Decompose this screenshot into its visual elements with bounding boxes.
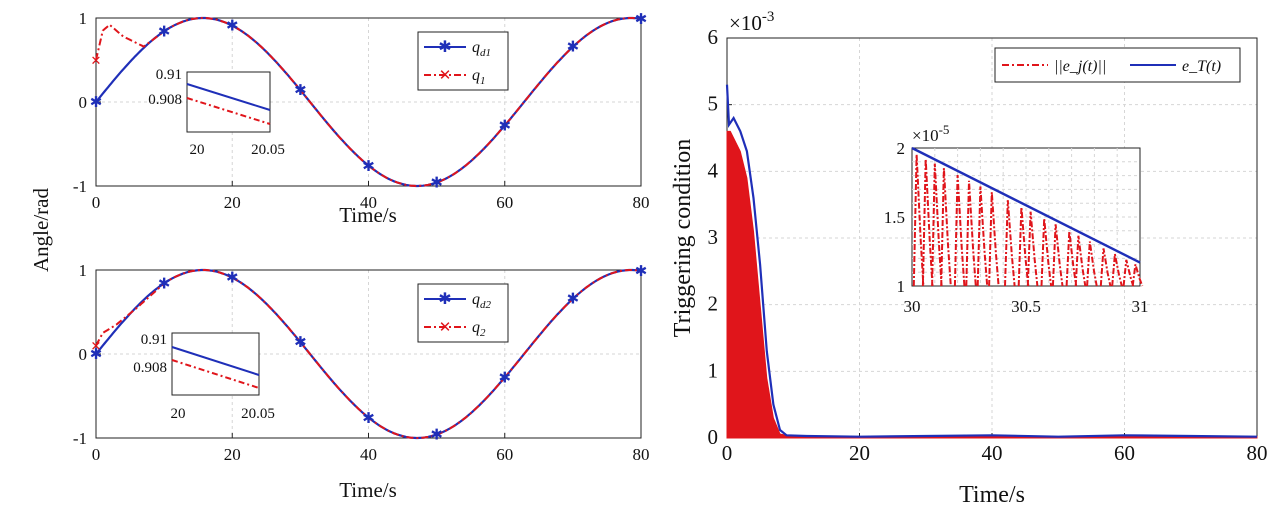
marker-desired: ✱ xyxy=(635,12,648,28)
panel-3-ylabel: Triggering condition xyxy=(670,139,696,337)
panel-2-inset: 0.91 0.908 20 20.05 xyxy=(133,332,275,422)
legend-label-q2: q2 xyxy=(472,319,486,339)
y-tick-label: 2 xyxy=(708,292,719,316)
left-ylabel: Angle/rad xyxy=(29,188,53,272)
x-tick-label: 0 xyxy=(92,445,101,464)
marker-desired: ✱ xyxy=(226,19,239,35)
x-tick-label: 40 xyxy=(360,193,377,212)
inset-3-y-scale: ×10-5 xyxy=(912,122,949,145)
x-tick-label: 40 xyxy=(982,441,1003,465)
marker-desired: ✱ xyxy=(294,83,307,99)
inset-3-ytick-1: 2 xyxy=(897,139,906,158)
inset-3-xtick-1: 30 xyxy=(904,297,921,316)
y-tick-label: 6 xyxy=(708,25,719,49)
inset-2-line-q xyxy=(171,359,260,389)
marker-desired: ✱ xyxy=(498,119,511,135)
y-tick-label: -1 xyxy=(73,177,87,196)
inset-2-xtick-1: 20 xyxy=(171,406,186,422)
legend-label-ej: ||e_j(t)|| xyxy=(1054,58,1106,75)
legend-marker-asterisk: ✱ xyxy=(438,291,451,308)
panel-3: 0 20 40 60 80 0 1 2 3 4 5 6 Time/s Triggering condi… xyxy=(670,9,1268,508)
x-tick-label: 20 xyxy=(849,441,870,465)
marker-desired: ✱ xyxy=(226,271,239,287)
panel-3-inset: 2 1.5 1 30 30.5 31 ×10-5 xyxy=(884,122,1149,316)
legend-label-q-d2: qd2 xyxy=(472,291,492,311)
y-tick-label: 5 xyxy=(708,92,719,116)
panel-3-legend: ||e_j(t)|| e_T(t) xyxy=(994,47,1241,83)
panel-1-inset: 0.91 0.908 20 20.05 xyxy=(148,67,285,158)
inset-2-line-qd xyxy=(171,346,260,376)
y-tick-label: 1 xyxy=(79,9,88,28)
series-line-actual xyxy=(95,269,642,439)
inset-1-xtick-1: 20 xyxy=(190,142,205,158)
y-tick-label: -1 xyxy=(73,429,87,448)
inset-2-xtick-2: 20.05 xyxy=(241,406,275,422)
legend-label-q1: q1 xyxy=(472,67,486,87)
inset-3-series-ej xyxy=(912,154,1144,287)
x-tick-label: 20 xyxy=(224,193,241,212)
x-tick-label: 20 xyxy=(224,445,241,464)
x-tick-label: 60 xyxy=(496,193,513,212)
panel-1-xlabel: Time/s xyxy=(339,203,397,227)
inset-3-xtick-3: 31 xyxy=(1132,297,1149,316)
x-tick-label: 0 xyxy=(92,193,101,212)
marker-desired: ✱ xyxy=(430,428,443,444)
x-tick-label: 40 xyxy=(360,445,377,464)
panel-1: 0 20 40 60 80 -1 0 1 ✱ ✱ ✱ ✱ ✱ ✱ ✱ ✱ ✱ ✕ Time/s ✱ qd1 ✕ … xyxy=(73,9,650,227)
marker-desired: ✱ xyxy=(158,276,171,292)
legend-marker-x: ✕ xyxy=(439,320,452,336)
legend-marker-asterisk: ✱ xyxy=(438,39,451,56)
inset-3-ytick-3: 1 xyxy=(897,277,906,296)
series-line-et xyxy=(725,84,1258,438)
y-tick-label: 1 xyxy=(79,261,88,280)
inset-1-ytick-1: 0.91 xyxy=(156,67,182,83)
marker-desired: ✱ xyxy=(498,371,511,387)
x-tick-label: 60 xyxy=(496,445,513,464)
x-tick-label: 80 xyxy=(633,445,650,464)
inset-1-xtick-2: 20.05 xyxy=(251,142,285,158)
legend-label-et: e_T(t) xyxy=(1182,58,1221,75)
inset-1-line-q xyxy=(186,97,271,125)
marker-desired: ✱ xyxy=(430,176,443,192)
marker-desired: ✱ xyxy=(158,24,171,40)
y-tick-label: 3 xyxy=(708,225,719,249)
y-tick-label: 0 xyxy=(79,93,88,112)
marker-desired: ✱ xyxy=(362,411,375,427)
inset-1-line-qd xyxy=(186,83,271,111)
panel-1-legend: ✱ qd1 ✕ q1 xyxy=(417,31,509,91)
panel-3-xlabel: Time/s xyxy=(959,482,1025,508)
panel-2: 0 20 40 60 80-101 ✱✱ ✱✱✱✱✱✱✱✕ Time/s ✱ qd2 ✕ … xyxy=(73,261,650,502)
marker-desired: ✱ xyxy=(90,95,103,111)
marker-desired: ✱ xyxy=(635,264,648,280)
x-tick-label: 80 xyxy=(633,193,650,212)
series-line-actual xyxy=(95,17,642,187)
inset-2-ytick-1: 0.91 xyxy=(141,332,167,348)
marker-actual: ✕ xyxy=(91,53,102,68)
marker-desired: ✱ xyxy=(362,159,375,175)
inset-3-series-et xyxy=(911,146,1141,264)
x-tick-label: 0 xyxy=(722,441,733,465)
marker-desired: ✱ xyxy=(567,292,580,308)
y-tick-label: 1 xyxy=(708,358,719,382)
inset-2-ytick-2: 0.908 xyxy=(133,360,167,376)
panel-3-y-scale: ×10-3 xyxy=(729,9,774,35)
inset-3-xtick-2: 30.5 xyxy=(1011,297,1041,316)
marker-desired: ✱ xyxy=(294,335,307,351)
marker-desired: ✱ xyxy=(90,347,103,363)
y-tick-label: 0 xyxy=(708,425,719,449)
marker-desired: ✱ xyxy=(567,40,580,56)
panel-2-legend: ✱ qd2 ✕ q2 xyxy=(417,283,509,343)
x-tick-label: 80 xyxy=(1247,441,1268,465)
legend-marker-x: ✕ xyxy=(439,68,452,84)
panel-2-xlabel: Time/s xyxy=(339,478,397,502)
inset-3-ytick-2: 1.5 xyxy=(884,208,905,227)
inset-1-ytick-2: 0.908 xyxy=(148,92,182,108)
y-tick-label: 4 xyxy=(708,158,719,182)
legend-label-q-d1: qd1 xyxy=(472,39,491,59)
marker-actual: ✕ xyxy=(91,339,102,354)
x-tick-label: 60 xyxy=(1114,441,1135,465)
y-tick-label: 0 xyxy=(79,345,88,364)
